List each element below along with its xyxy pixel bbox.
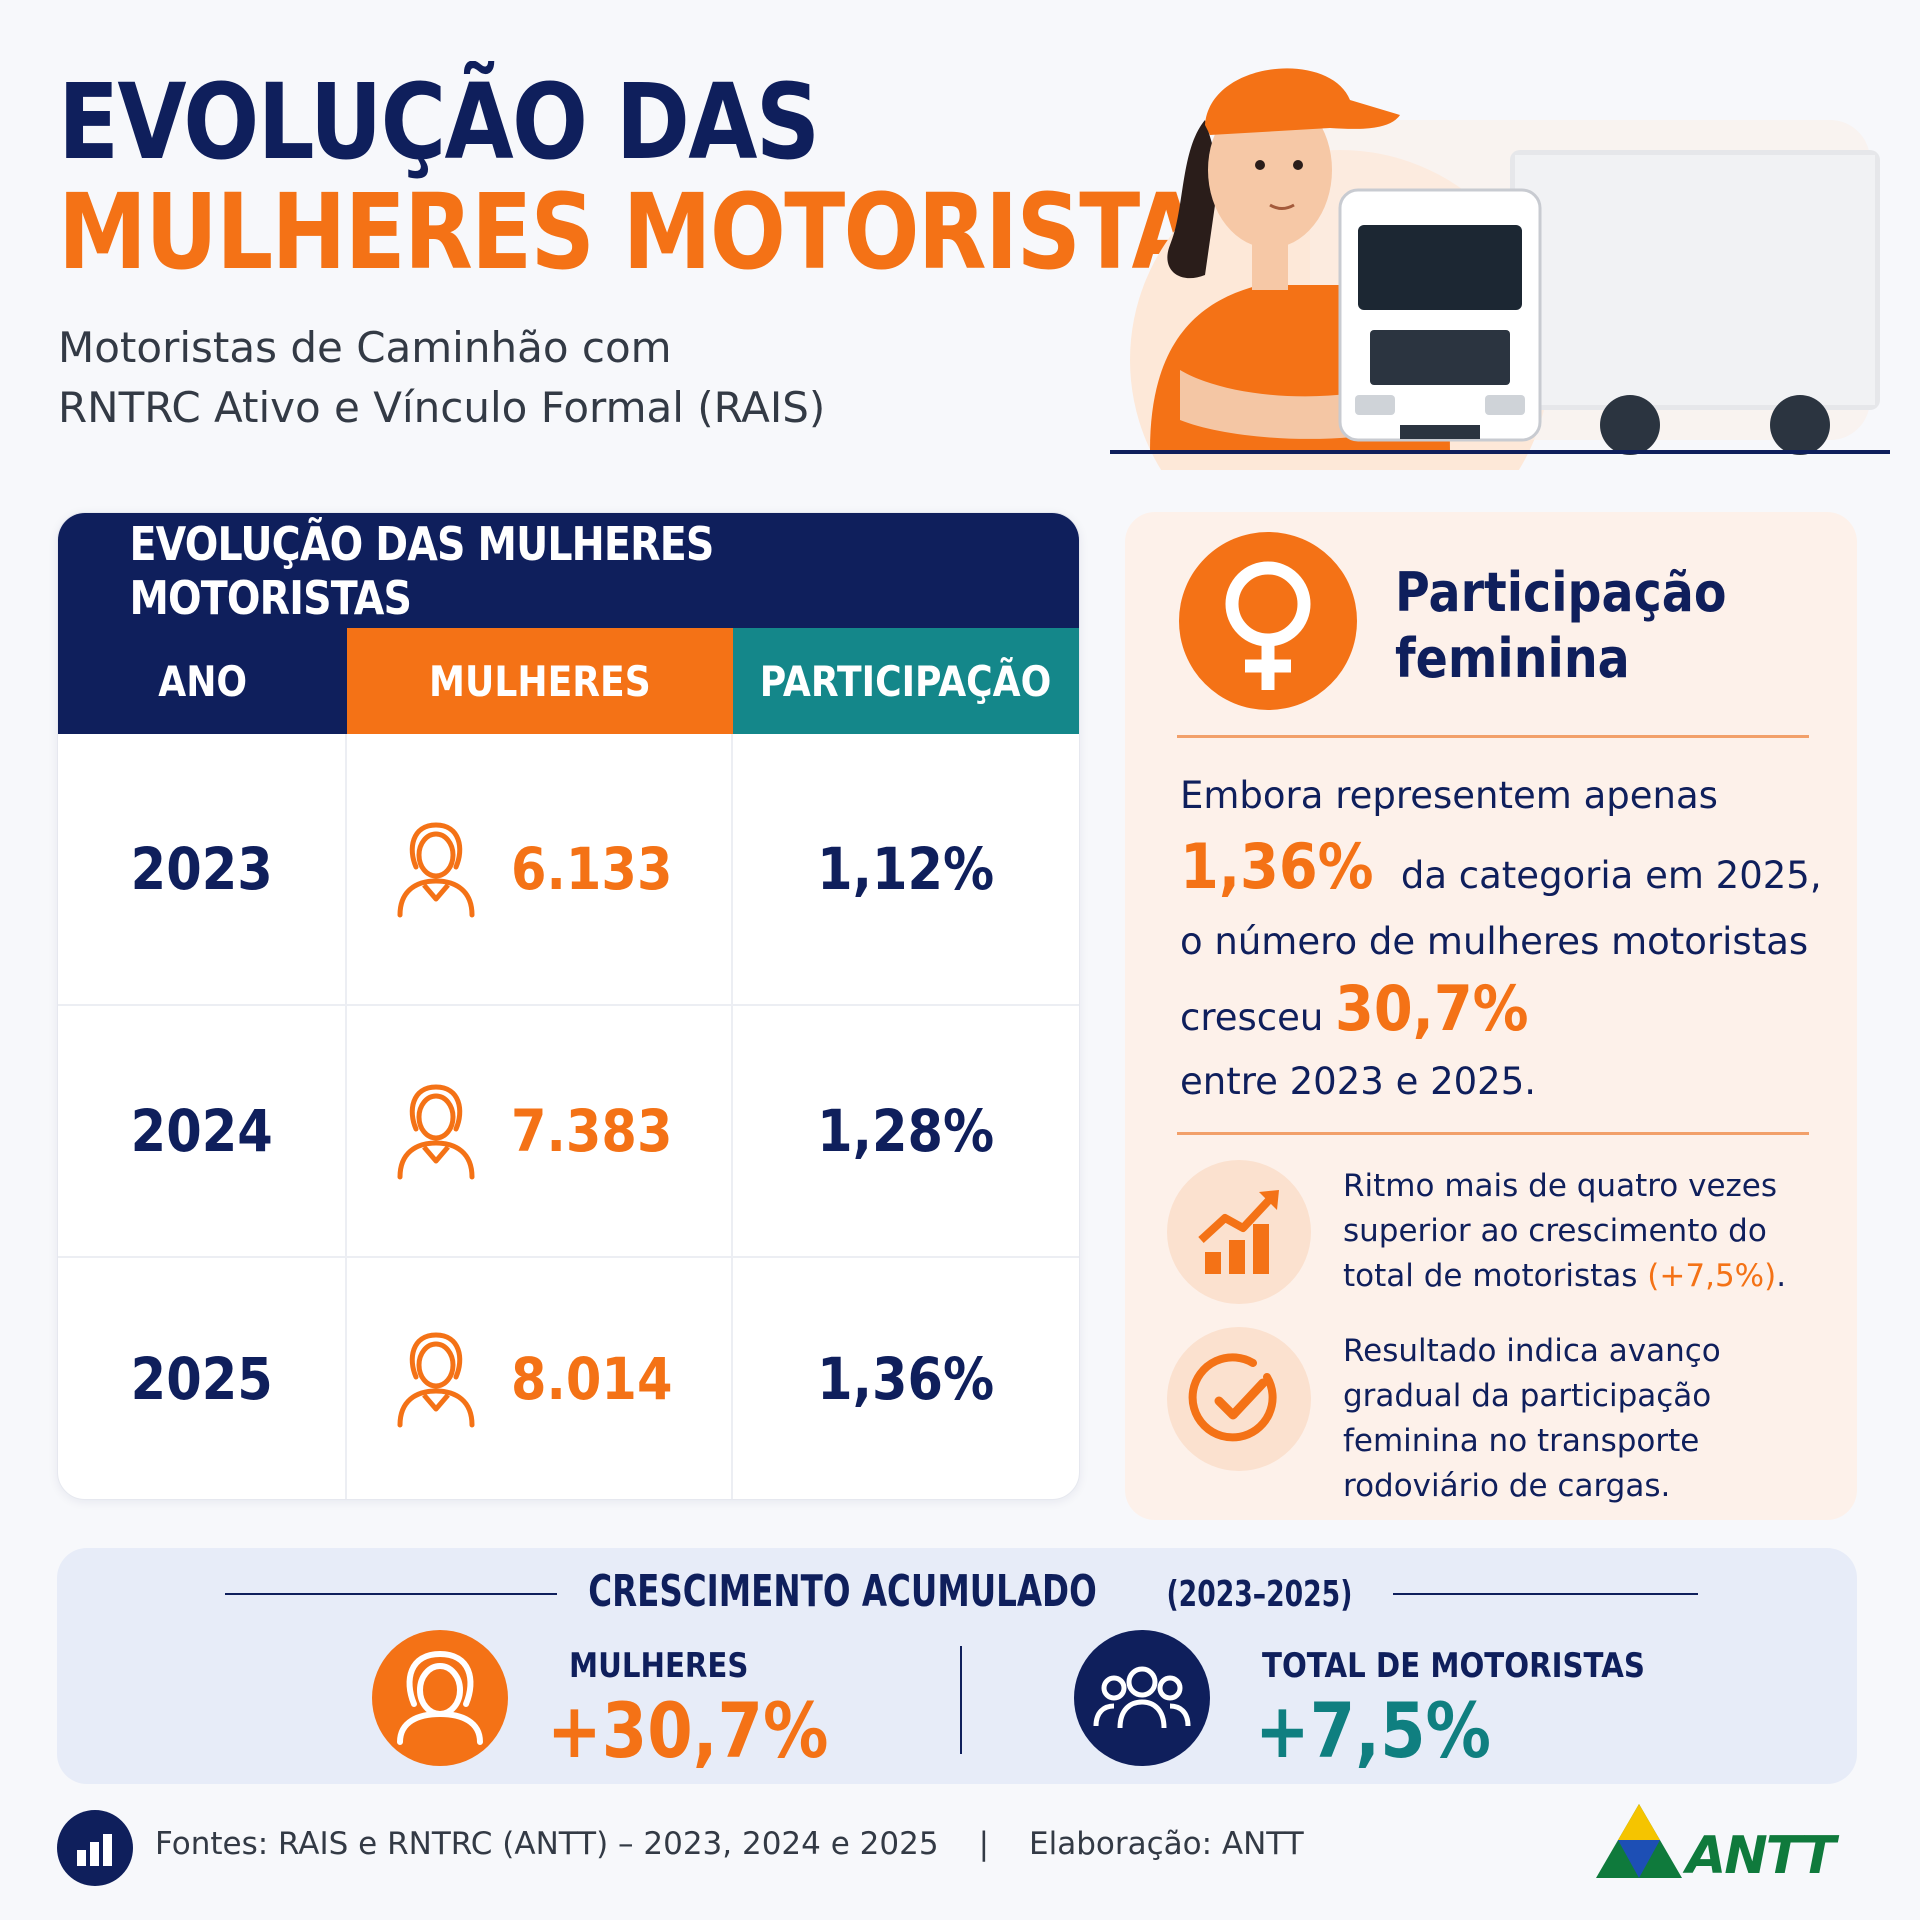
cell-mulheres: 8.014 — [347, 1258, 733, 1499]
band-rule-left — [225, 1593, 557, 1595]
panel-text-line-5: entre 2023 e 2025. — [1180, 1060, 1537, 1103]
band-title: CRESCIMENTO ACUMULADO (2023–2025) — [588, 1566, 1353, 1617]
cell-participacao: 1,28% — [817, 1097, 995, 1165]
stat-total-label: TOTAL DE MOTORISTAS — [1262, 1646, 1645, 1686]
cell-ano: 2024 — [58, 1006, 348, 1256]
table-row: 2025 8.014 1,36% — [58, 1258, 1079, 1499]
antt-logo-text: ANTT — [1686, 1826, 1836, 1886]
table-row: 2023 6.133 1,12% — [58, 734, 1079, 1006]
bar-chart-icon-badge — [57, 1810, 133, 1886]
antt-logo-mark — [1596, 1804, 1682, 1878]
panel-text-line-3: o número de mulheres motoristas — [1180, 920, 1809, 963]
subtitle-line-2: RNTRC Ativo e Vínculo Formal (RAIS) — [58, 383, 826, 432]
bullet-1-text: Ritmo mais de quatro vezes superior ao c… — [1343, 1168, 1787, 1294]
panel-divider-bottom — [1177, 1132, 1809, 1135]
evolution-table: EVOLUÇÃO DAS MULHERES MOTORISTAS ANO MUL… — [57, 512, 1080, 1500]
woman-icon — [397, 1650, 483, 1745]
table-row: 2024 7.383 1,28% — [58, 1006, 1079, 1258]
stat-total-value: +7,5% — [1255, 1686, 1492, 1775]
woman-driver-truck-illustration — [1110, 68, 1890, 470]
table-title: EVOLUÇÃO DAS MULHERES MOTORISTAS — [58, 513, 1079, 628]
subtitle-line-1: Motoristas de Caminhão com — [58, 323, 672, 372]
subtitle: Motoristas de Caminhão com RNTRC Ativo e… — [58, 318, 825, 438]
cell-ano: 2023 — [58, 734, 348, 1004]
header-mulheres: MULHERES — [347, 628, 733, 734]
table-header: ANO MULHERES PARTICIPAÇÃO — [58, 628, 1079, 734]
venus-icon — [1225, 561, 1311, 690]
woman-stat-badge — [372, 1630, 508, 1766]
venus-icon-badge — [1179, 532, 1357, 710]
growth-chart-icon — [1198, 1190, 1279, 1274]
cell-ano: 2025 — [58, 1258, 348, 1499]
title-line-2: MULHERES MOTORISTAS — [58, 171, 1263, 293]
cell-mulheres: 7.383 — [347, 1006, 733, 1256]
panel-text-line-4: cresceu 30,7% — [1180, 972, 1529, 1045]
panel-title: Participação feminina — [1395, 561, 1727, 690]
woman-icon — [397, 822, 475, 918]
participation-panel: Participação feminina Embora representem… — [1125, 512, 1857, 1520]
panel-text-line-1: Embora representem apenas — [1180, 774, 1718, 817]
highlight-share: 1,36% — [1180, 830, 1374, 903]
panel-text-line-2: 1,36% da categoria em 2025, — [1180, 830, 1822, 903]
check-circle-icon — [1188, 1353, 1277, 1442]
stat-women-value: +30,7% — [547, 1686, 829, 1775]
panel-divider-top — [1177, 735, 1809, 738]
cell-mulheres: 6.133 — [347, 734, 733, 1004]
woman-icon — [397, 1084, 475, 1180]
highlight-growth: 30,7% — [1335, 972, 1529, 1045]
group-stat-badge — [1074, 1630, 1210, 1766]
title-line-1: EVOLUÇÃO DAS — [58, 61, 820, 183]
bar-chart-icon — [77, 1834, 112, 1866]
growth-chart-icon-badge — [1167, 1160, 1311, 1304]
cell-participacao: 1,36% — [817, 1344, 995, 1413]
stat-women-label: MULHERES — [569, 1646, 749, 1686]
band-rule-right — [1393, 1593, 1698, 1595]
cumulative-growth-band: CRESCIMENTO ACUMULADO (2023–2025) MULHER… — [57, 1548, 1857, 1784]
cell-participacao: 1,12% — [817, 835, 995, 903]
band-separator — [960, 1646, 962, 1754]
header-participacao: PARTICIPAÇÃO — [732, 628, 1079, 734]
woman-icon — [397, 1331, 475, 1427]
header-ano: ANO — [58, 628, 348, 734]
footer-sources: Fontes: RAIS e RNTRC (ANTT) – 2023, 2024… — [155, 1826, 1304, 1862]
group-icon — [1093, 1666, 1191, 1729]
bullet-2-text: Resultado indica avanço gradual da parti… — [1343, 1333, 1721, 1504]
check-circle-icon-badge — [1167, 1327, 1311, 1471]
